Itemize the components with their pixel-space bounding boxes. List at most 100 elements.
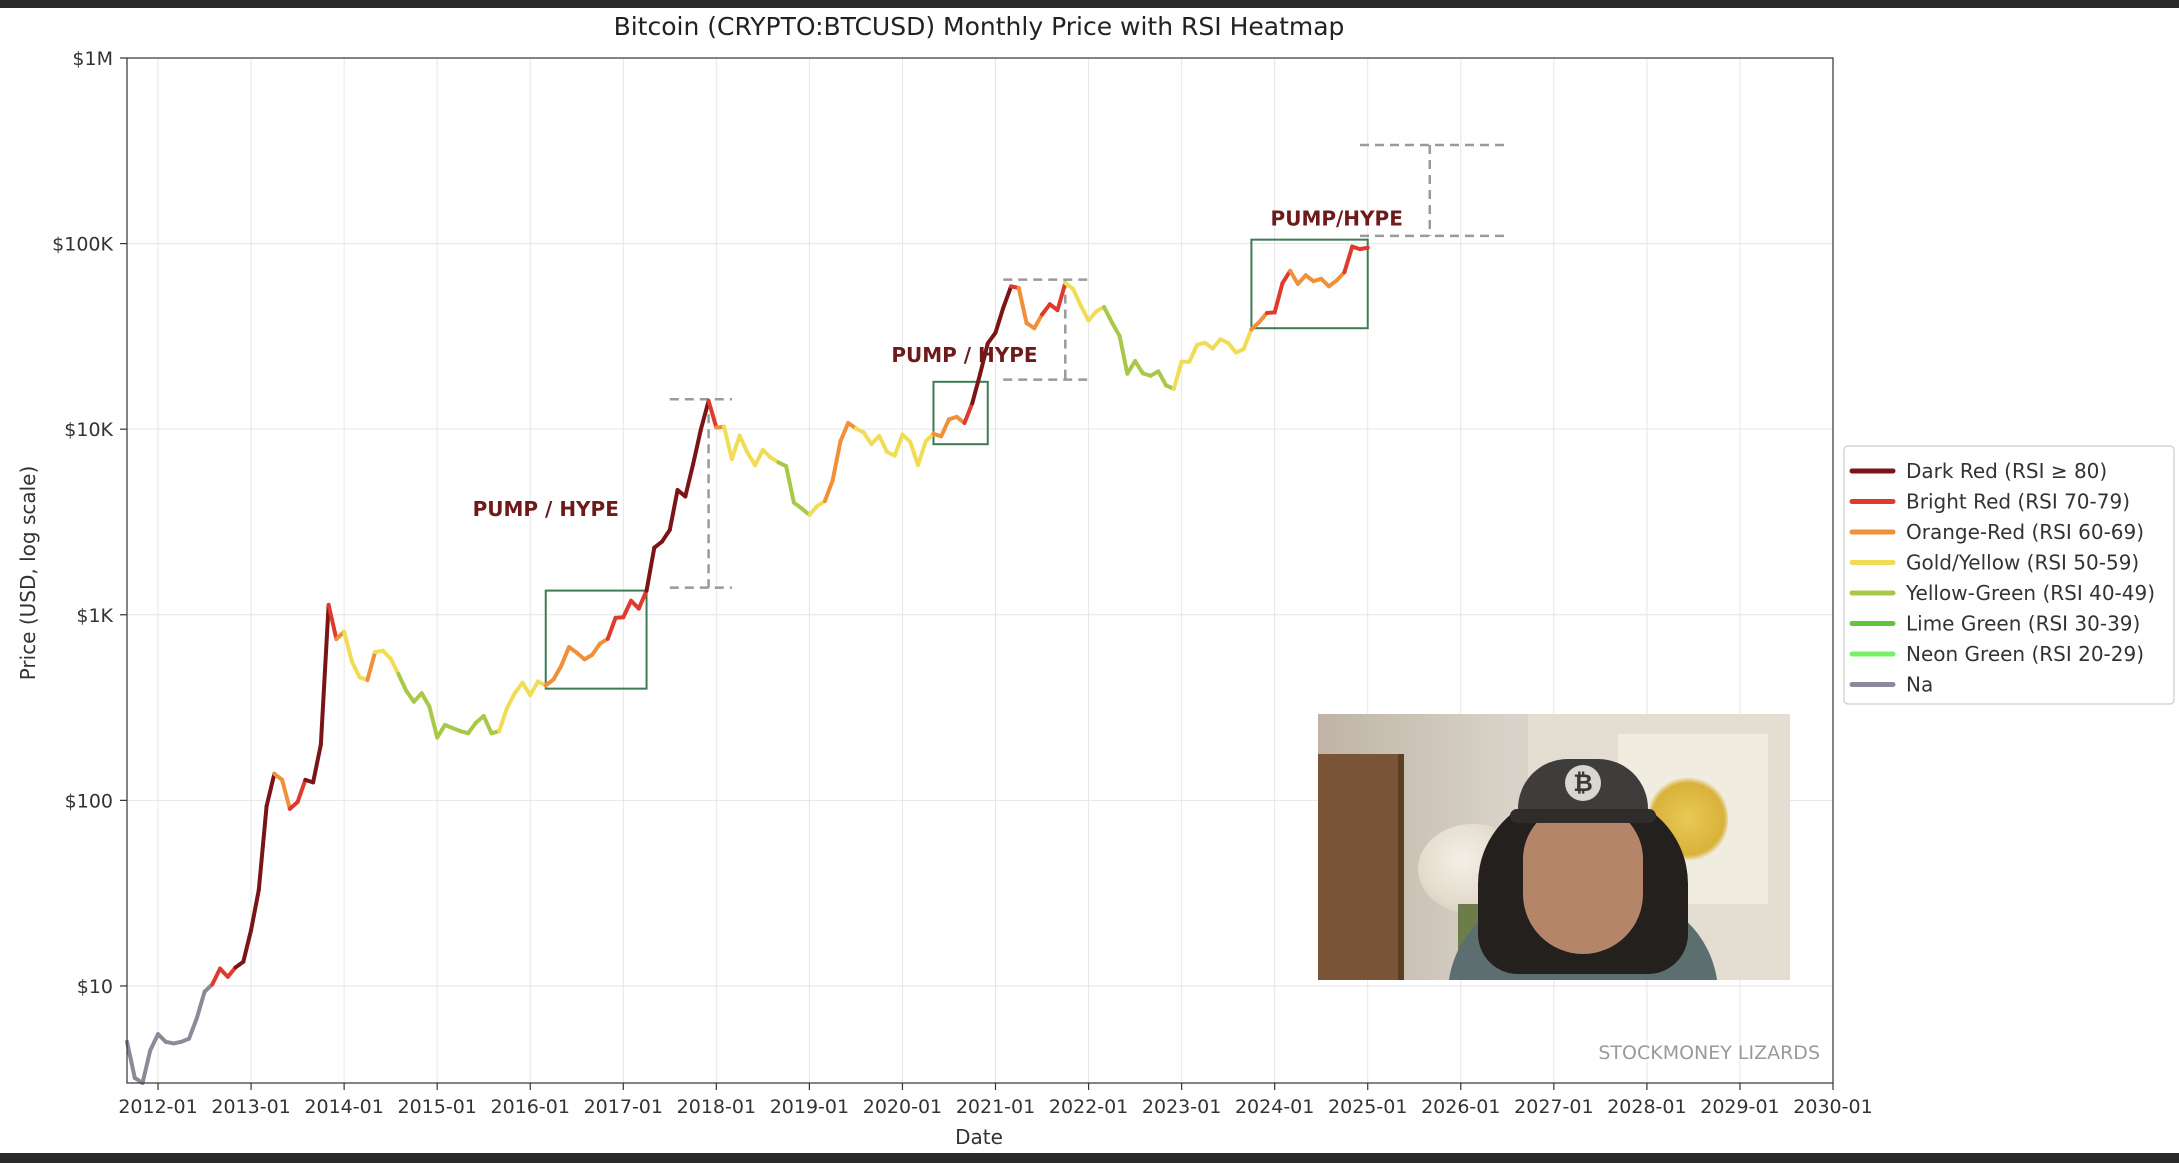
price-segment [978, 341, 990, 377]
y-tick-label: $100K [52, 234, 113, 256]
price-segment [210, 966, 223, 987]
price-segment [326, 602, 339, 642]
y-tick-label: $10 [77, 976, 113, 998]
x-tick-label: 2015-01 [397, 1096, 476, 1118]
price-segment [1357, 245, 1370, 252]
y-tick-label: $1K [76, 605, 113, 627]
price-segment [838, 420, 851, 444]
price-segment [559, 645, 572, 668]
highlight-box [544, 589, 648, 690]
price-segment [753, 447, 765, 468]
pump-hype-annotation: PUMP / HYPE [473, 497, 619, 521]
price-segment [636, 588, 649, 611]
price-segment [1001, 284, 1014, 310]
price-segment [877, 433, 889, 454]
legend-label: Na [1906, 673, 1933, 697]
price-segment [915, 439, 928, 468]
price-segment [388, 656, 401, 676]
bitcoin-logo-icon: ₿ [1565, 765, 1601, 801]
annotations: PUMP / HYPE PUMP / HYPE PUMP/HYPE [473, 207, 1403, 522]
y-tick-label: $1M [72, 48, 113, 70]
price-segment [1288, 268, 1300, 286]
price-segment [295, 777, 308, 804]
x-tick-label: 2014-01 [304, 1096, 383, 1118]
x-tick-label: 2024-01 [1235, 1096, 1314, 1118]
price-segment [1086, 309, 1099, 323]
price-segment [140, 1048, 153, 1085]
plot-frame [126, 57, 1834, 1084]
price-segment [667, 488, 680, 532]
price-segment [1032, 312, 1045, 331]
price-segment [280, 777, 292, 811]
price-segment [985, 330, 998, 346]
price-segment [148, 1032, 161, 1053]
y-axis-title: Price (USD, log scale) [16, 466, 40, 681]
price-segment [830, 439, 843, 483]
x-tick-label: 2028-01 [1607, 1096, 1686, 1118]
grid-lines [127, 57, 1834, 1083]
legend-label: Orange-Red (RSI 60-69) [1906, 520, 2144, 544]
price-segment [427, 704, 440, 740]
price-segment [318, 602, 331, 747]
price-segment [1102, 305, 1114, 325]
price-segment [861, 430, 874, 447]
price-segment [683, 462, 696, 499]
price-segment [349, 659, 362, 680]
price-segment [419, 691, 432, 709]
price-segment [404, 688, 416, 704]
price-segment [1055, 281, 1068, 313]
price-segment [504, 691, 517, 711]
legend-label: Gold/Yellow (RSI 50-59) [1906, 551, 2139, 575]
x-tick-label: 2023-01 [1142, 1096, 1221, 1118]
x-axis: 2012-01 2013-01 2014-01 2015-01 2016-01 2017-… [118, 1083, 1873, 1118]
price-segment [1125, 359, 1138, 376]
price-segment [1226, 340, 1238, 355]
x-tick-label: 2017-01 [584, 1096, 663, 1118]
price-segment [512, 680, 525, 696]
webcam-cap-brim [1510, 809, 1656, 823]
price-segment [225, 965, 238, 979]
webcam-presenter-face [1523, 804, 1643, 954]
highlight-box [1250, 238, 1369, 330]
price-segment [784, 464, 796, 505]
highlight-boxes [544, 238, 1369, 690]
x-tick-label: 2012-01 [118, 1096, 197, 1118]
x-tick-label: 2022-01 [1049, 1096, 1128, 1118]
chart-stage: 2012-01 2013-01 2014-01 2015-01 2016-01 2017-… [0, 8, 2179, 1153]
price-segment [396, 671, 409, 693]
btc-price-chart: 2012-01 2013-01 2014-01 2015-01 2016-01 2017-… [0, 8, 2179, 1153]
price-segment [481, 713, 494, 736]
pump-hype-annotation: PUMP / HYPE [891, 343, 1037, 367]
price-segment [644, 545, 657, 593]
range-markers [669, 143, 1508, 589]
x-tick-label: 2030-01 [1793, 1096, 1872, 1118]
y-tick-label: $100 [65, 790, 113, 812]
legend-label: Neon Green (RSI 20-29) [1906, 642, 2144, 666]
price-segment [520, 680, 533, 698]
price-segment [1133, 359, 1145, 376]
price-segment [551, 663, 564, 682]
x-tick-label: 2018-01 [677, 1096, 756, 1118]
price-segment [466, 720, 478, 736]
price-segment [1272, 281, 1285, 315]
legend-label: Dark Red (RSI ≥ 80) [1906, 459, 2107, 483]
legend-label: Yellow-Green (RSI 40-49) [1905, 581, 2155, 605]
price-segment [435, 722, 447, 740]
price-segment [1171, 359, 1184, 391]
price-segment [892, 432, 905, 458]
price-segment [125, 1039, 137, 1080]
price-segment [1078, 303, 1091, 323]
price-segment [962, 401, 975, 425]
price-segment [1117, 333, 1130, 376]
price-segment [1257, 310, 1269, 325]
price-segment [1187, 342, 1200, 364]
x-tick-label: 2029-01 [1700, 1096, 1779, 1118]
price-segment [993, 305, 1006, 335]
price-segment [1040, 302, 1052, 317]
price-segment [1241, 327, 1254, 352]
price-segment [365, 650, 378, 683]
price-segment [970, 372, 982, 406]
price-segment [1016, 285, 1029, 326]
y-axis: $10 $100 $1K $10K $100K $1M [52, 48, 127, 998]
legend: Dark Red (RSI ≥ 80) Bright Red (RSI 70-79… [1843, 445, 2175, 705]
